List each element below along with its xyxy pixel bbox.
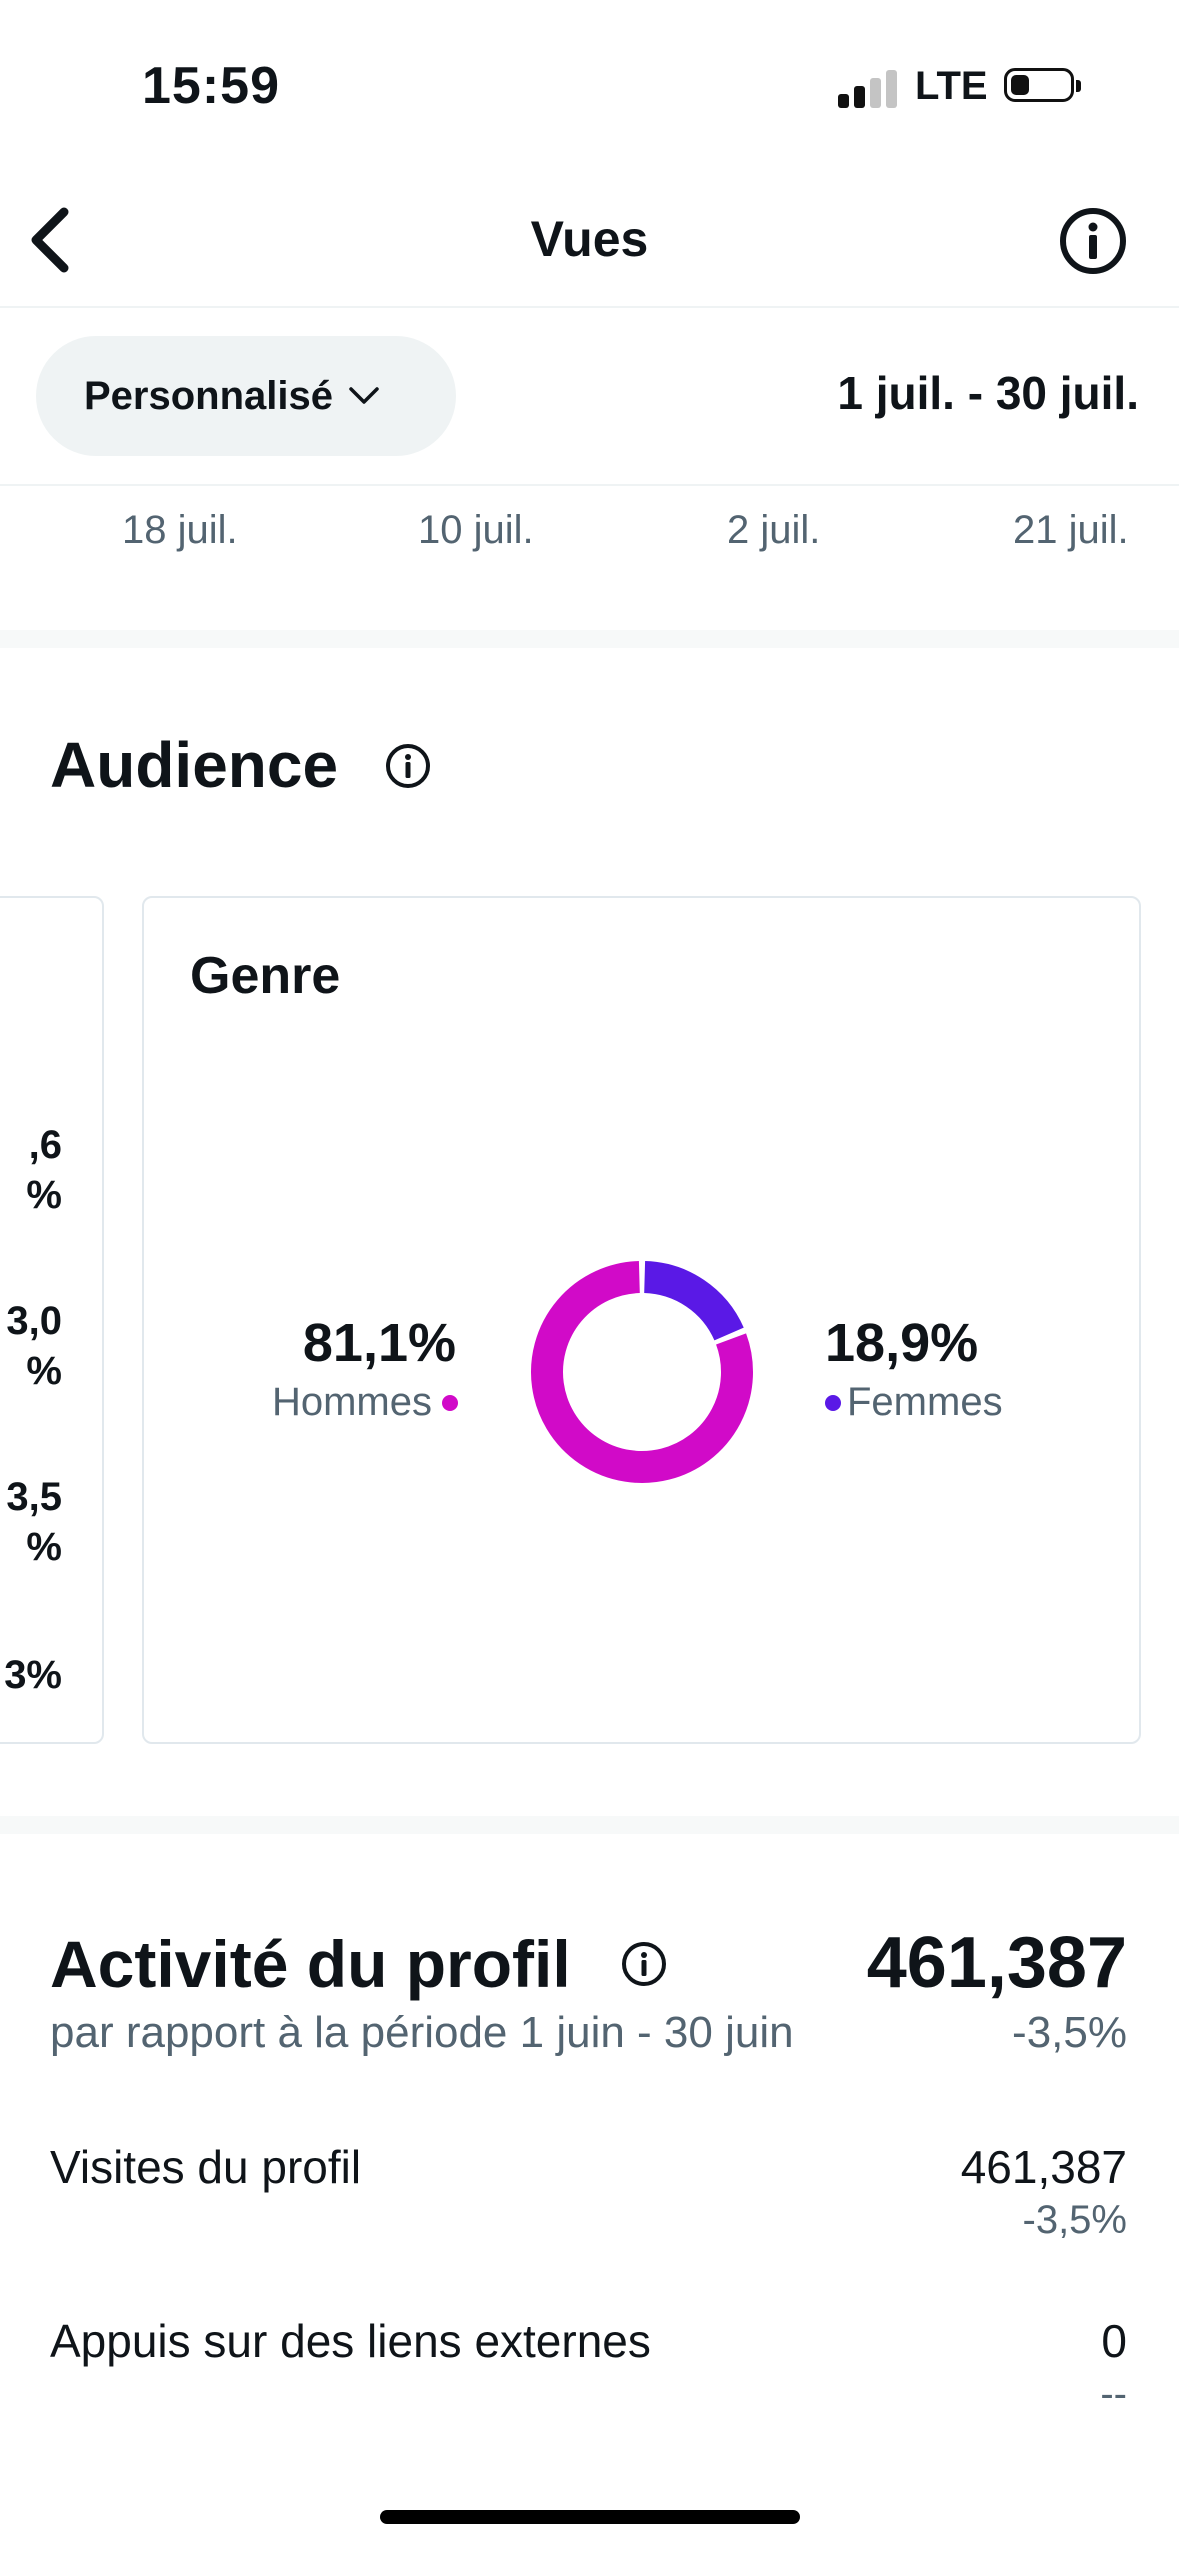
activity-info-button[interactable]	[620, 1940, 668, 1988]
info-icon	[386, 744, 430, 788]
back-button[interactable]	[22, 200, 82, 280]
men-arc	[531, 1261, 753, 1483]
info-icon	[1060, 208, 1126, 274]
audience-card-partial[interactable]: ,6 % 3,0 % 3,5 % 3%	[0, 896, 104, 1744]
status-time: 15:59	[142, 57, 280, 115]
men-legend: Hommes	[272, 1380, 458, 1425]
metric-delta: -3,5%	[1022, 2198, 1128, 2242]
metric-value: 461,387	[960, 2141, 1127, 2193]
page-title: Vues	[530, 211, 649, 267]
divider	[0, 306, 1179, 308]
chevron-down-icon	[349, 387, 379, 404]
battery-icon	[1004, 68, 1081, 102]
men-label: Hommes	[271, 1380, 432, 1424]
women-label: Femmes	[847, 1380, 1003, 1424]
section-separator	[0, 630, 1179, 648]
card-value: 3,0 %	[6, 1299, 62, 1393]
divider	[0, 484, 1179, 486]
date-tick: 18 juil.	[122, 508, 238, 552]
metric-delta: --	[1100, 2372, 1127, 2416]
genre-donut-chart	[531, 1261, 753, 1483]
genre-title: Genre	[190, 947, 341, 1005]
date-range: 1 juil. - 30 juil.	[837, 367, 1139, 419]
women-arc	[643, 1261, 744, 1341]
women-percent: 18,9%	[825, 1313, 979, 1373]
metric-value: 0	[1101, 2315, 1127, 2367]
women-dot	[825, 1394, 841, 1411]
genre-card[interactable]	[142, 896, 1141, 1744]
men-dot	[442, 1394, 458, 1411]
metric-label: Visites du profil	[50, 2141, 362, 2193]
home-indicator[interactable]	[380, 2510, 800, 2524]
signal-icon	[838, 70, 898, 108]
audience-title: Audience	[50, 729, 339, 801]
women-legend: Femmes	[825, 1380, 1003, 1425]
card-value: ,6 %	[26, 1123, 62, 1217]
activity-title: Activité du profil	[50, 1927, 571, 2001]
activity-total: 461,387	[866, 1923, 1127, 2003]
info-icon	[622, 1942, 666, 1986]
activity-subtitle: par rapport à la période 1 juin - 30 jui…	[50, 2008, 794, 2057]
chevron-left-icon	[31, 207, 69, 273]
metric-label: Appuis sur des liens externes	[50, 2315, 651, 2367]
card-value: 3%	[4, 1653, 62, 1697]
period-dropdown-label: Personnalisé	[84, 373, 334, 418]
activity-delta: -3,5%	[1012, 2008, 1127, 2057]
period-dropdown[interactable]: Personnalisé	[36, 336, 456, 456]
card-value: 3,5 %	[6, 1475, 62, 1569]
date-tick: 21 juil.	[1013, 508, 1129, 552]
men-percent: 81,1%	[302, 1313, 456, 1373]
audience-info-button[interactable]	[384, 742, 432, 790]
network-label: LTE	[915, 64, 988, 108]
section-separator	[0, 1816, 1179, 1834]
info-button[interactable]	[1058, 206, 1128, 276]
date-tick: 2 juil.	[727, 508, 821, 552]
date-tick: 10 juil.	[418, 508, 534, 552]
